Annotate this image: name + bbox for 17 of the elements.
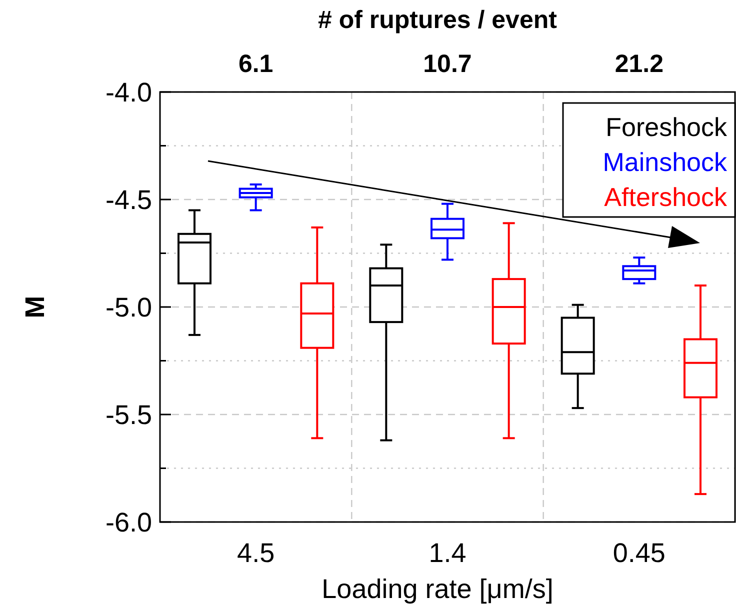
x-tick-label: 1.4 — [428, 538, 466, 568]
text: Mainshock — [602, 147, 728, 178]
x-tick-label: 4.5 — [237, 538, 275, 568]
x2-axis-title: # of ruptures / event — [318, 6, 558, 34]
y-tick-label: -5.0 — [105, 292, 152, 322]
y-tick-label: -4.5 — [105, 184, 152, 215]
text: 10.7 — [423, 50, 472, 78]
text: Foreshock — [606, 112, 728, 142]
x-tick-label: 0.45 — [612, 538, 666, 568]
y-tick-label: -6.0 — [105, 507, 152, 538]
text: 21.2 — [614, 50, 664, 78]
y-tick-label: -5.5 — [105, 400, 152, 430]
y-tick-label: -4.0 — [105, 77, 152, 108]
y-axis-title: M — [20, 296, 50, 318]
text: 6.1 — [238, 50, 274, 78]
text: Aftershock — [604, 182, 728, 212]
x-axis-title: Loading rate [μm/s] — [322, 574, 554, 604]
